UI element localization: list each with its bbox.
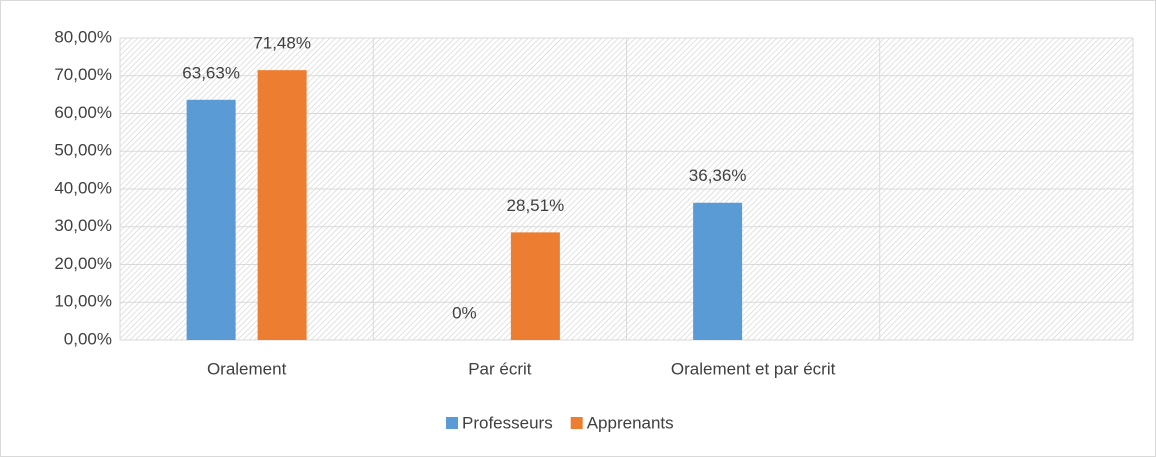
bar [186,99,236,340]
y-tick-label: 60,00% [54,103,112,122]
legend-label: Professeurs [462,413,553,432]
x-tick-label: Oralement et par écrit [671,359,836,378]
x-tick-label: Par écrit [468,359,532,378]
legend-swatch [446,417,458,429]
data-label: 71,48% [253,34,311,53]
y-tick-label: 70,00% [54,65,112,84]
bar [257,70,307,341]
data-label: 28,51% [507,196,565,215]
data-label: 63,63% [182,63,240,82]
y-tick-label: 30,00% [54,216,112,235]
y-tick-label: 10,00% [54,292,112,311]
legend-label: Apprenants [587,413,674,432]
y-tick-label: 40,00% [54,178,112,197]
data-label: 0% [452,303,477,322]
y-tick-label: 50,00% [54,141,112,160]
y-tick-label: 20,00% [54,254,112,273]
x-tick-label: Oralement [207,359,287,378]
legend-swatch [570,417,583,429]
y-tick-label: 0,00% [64,329,112,348]
bar [693,202,743,340]
data-label: 36,36% [689,166,747,185]
y-tick-label: 80,00% [54,27,112,46]
bar [510,232,560,340]
